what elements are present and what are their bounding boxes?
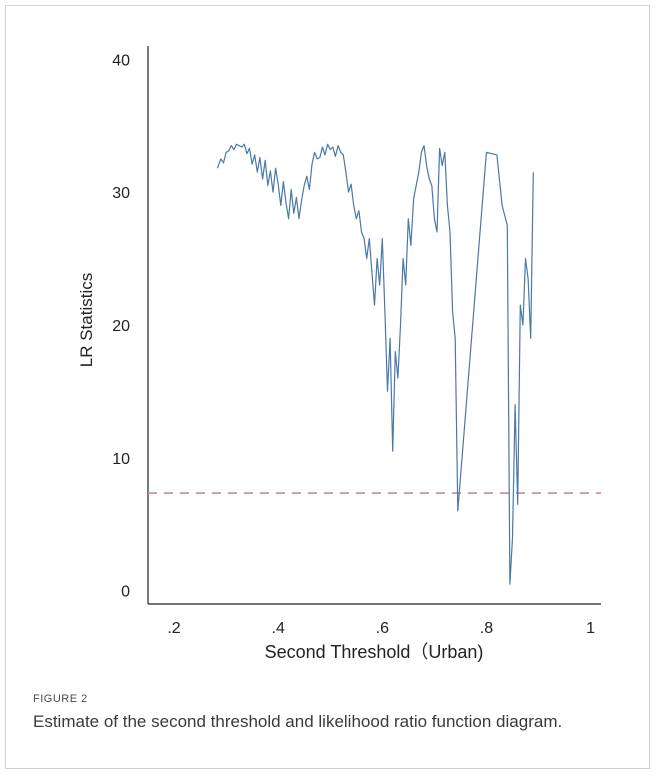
x-tick-label: .8 — [480, 620, 493, 637]
y-tick-label: 40 — [112, 52, 130, 69]
x-tick-label: .6 — [376, 620, 389, 637]
y-tick-label: 20 — [112, 318, 130, 335]
figure-caption: Estimate of the second threshold and lik… — [33, 712, 563, 731]
y-tick-label: 30 — [112, 185, 130, 202]
x-tick-label: 1 — [586, 620, 595, 637]
x-axis-label: Second Threshold（Urban) — [265, 642, 484, 662]
lr-statistic-series-line — [216, 143, 534, 585]
y-axis-label: LR Statistics — [77, 273, 96, 367]
y-tick-label: 0 — [121, 584, 130, 601]
y-tick-label: 10 — [112, 451, 130, 468]
figure-frame: 0 10 20 30 40 .2 .4 .6 .8 1 Second Threshold（Urban… — [5, 5, 650, 769]
x-tick-label: .4 — [272, 620, 285, 637]
figure-label: FIGURE 2 — [33, 693, 88, 705]
x-tick-label: .2 — [167, 620, 180, 637]
chart: 0 10 20 30 40 .2 .4 .6 .8 1 Second Threshold（Urban… — [77, 46, 601, 662]
